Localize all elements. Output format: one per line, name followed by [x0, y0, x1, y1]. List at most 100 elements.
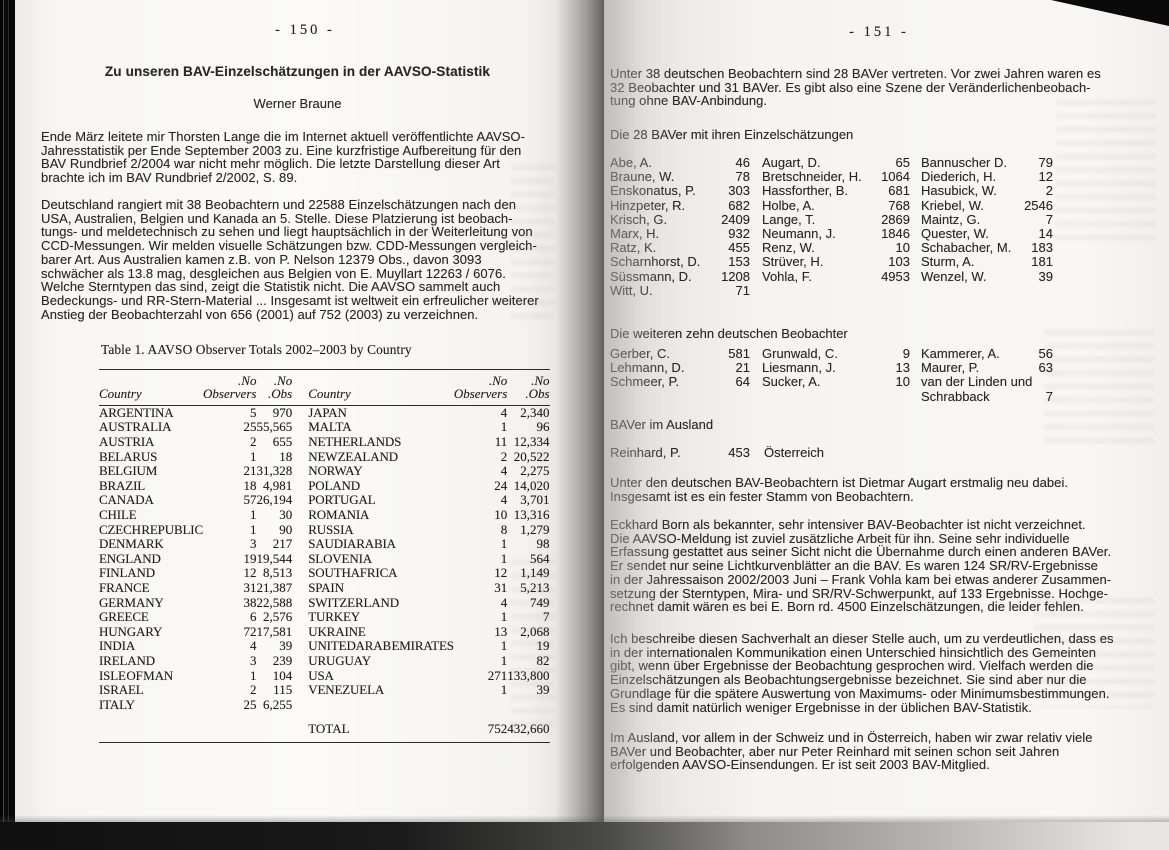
observer-row: Marx, H. 932	[610, 225, 750, 241]
table-row: CANADA 57 26,194 PORTUGAL 4 3,701	[99, 494, 550, 509]
observer-row: Ratz, K. 455	[610, 240, 750, 256]
observer-name: Sucker, A.	[762, 374, 821, 390]
country-cell: FRANCE	[99, 579, 150, 595]
observers-cell	[454, 698, 507, 713]
total-label: TOTAL	[292, 712, 454, 744]
table-header-row: Country No. Observers No. Obs. Country N…	[99, 369, 550, 406]
observer-count: 2869	[881, 211, 910, 227]
obs-cell: 18	[279, 448, 293, 464]
table-caption: Table 1. AAVSO Observer Totals 2002–2003…	[101, 342, 412, 357]
observer-count: 455	[728, 240, 750, 256]
observer-count: 581	[728, 346, 750, 361]
obs-cell: 5,213	[520, 579, 550, 595]
country-cell: USA	[308, 667, 334, 683]
country-cell: CANADA	[99, 492, 154, 508]
table-row: DENMARK 3 217 SAUDI ARABIA 1 98	[99, 537, 550, 552]
country-cell: CHILE	[99, 507, 137, 522]
obs-cell: 217	[272, 536, 293, 552]
country-cell: ISLE OF MAN	[99, 667, 174, 683]
observer-name: Holbe, A.	[762, 197, 815, 213]
page-151: - 151 - Unter 38 deutschen Beobachtern s…	[604, 0, 1169, 838]
observers-cell: 25	[243, 419, 257, 435]
country-cell: VENEZUELA	[308, 682, 385, 698]
body-paragraph: Deutschland rangiert mit 38 Beobachtern …	[41, 197, 539, 322]
observer-name: Braune, W.	[610, 169, 675, 185]
obs-cell: 20,522	[513, 448, 550, 464]
observer-count: 303	[728, 183, 750, 199]
observers-cell: 72	[243, 623, 257, 639]
observer-count: 103	[888, 254, 910, 270]
obs-cell: 655	[272, 434, 293, 450]
observers-cell: 1	[500, 550, 508, 566]
observers-cell: 18	[243, 477, 257, 493]
table-row: BRAZIL 18 4,981 POLAND 24 14,020	[99, 479, 550, 494]
observer-count: 63	[1038, 360, 1053, 376]
observer-name: Schabacher, M.	[921, 240, 1012, 256]
country-cell: POLAND	[308, 477, 361, 493]
observer-name: Lange, T.	[762, 211, 816, 227]
observer-row: Maintz, G. 7	[921, 212, 1053, 227]
observers-cell: 4	[500, 404, 508, 420]
observer-row: Abe, A. 46	[610, 155, 750, 170]
observer-name: Neumann, J.	[762, 225, 836, 241]
bleed-through-artifact	[1044, 330, 1154, 445]
empty-cell	[99, 712, 204, 744]
observer-row: Quester, W. 14	[921, 226, 1053, 241]
obs-cell: 2,340	[520, 404, 550, 420]
observer-row: Scharnhorst, D. 153	[610, 255, 750, 269]
observers-cell: 12	[494, 565, 508, 581]
observer-name: Maurer, P.	[921, 360, 980, 376]
observers-cell: 13	[494, 623, 508, 639]
observer-row: Grunwald, C. 9	[762, 346, 910, 361]
obs-cell: 564	[530, 550, 550, 566]
observer-name: Augart, D.	[762, 155, 821, 170]
obs-cell: 2,068	[520, 623, 550, 639]
obs-cell: 13,316	[513, 507, 550, 522]
column-header-obs: No. Obs.	[256, 369, 293, 406]
country-cell	[292, 698, 454, 713]
observer-name: Strüver, H.	[762, 254, 824, 270]
country-cell: HUNGARY	[99, 623, 163, 639]
body-paragraph: Ich beschreibe diesen Sachverhalt an die…	[610, 631, 1114, 715]
country-cell: SLOVENIA	[308, 550, 372, 566]
country-cell: UNITED ARAB EMIRATES	[308, 638, 454, 654]
table-row: GERMANY 38 22,588 SWITZERLAND 4 749	[99, 596, 550, 611]
observers-cell: 2	[249, 434, 257, 450]
body-paragraph: Im Ausland, vor allem in der Schweiz und…	[610, 730, 1093, 773]
observer-row: Neumann, J. 1846	[762, 225, 910, 241]
obs-cell: 749	[530, 594, 550, 610]
observer-row: Strüver, H. 103	[762, 255, 910, 269]
observer-name: Marx, H.	[610, 225, 660, 241]
observer-count: 2546	[1024, 197, 1053, 213]
observers-cell: 1	[249, 521, 257, 537]
observer-row: Bretschneider, H. 1064	[762, 169, 910, 185]
observers-cell: 11	[494, 434, 508, 450]
obs-cell: 6,255	[262, 696, 293, 712]
observer-count: 7	[1045, 388, 1053, 404]
country-cell: SWITZERLAND	[308, 594, 399, 610]
observer-row: Renz, W. 10	[762, 240, 910, 256]
observer-row: Maurer, P. 63	[921, 360, 1053, 376]
observers-cell: 1	[249, 667, 257, 683]
observer-row: van der Linden und	[921, 375, 1053, 389]
obs-cell: 90	[279, 521, 293, 537]
observer-row: Hasubick, W. 2	[921, 184, 1053, 198]
table-row: AUSTRIA 2 655 NETHERLANDS 11 12,334	[99, 435, 550, 450]
obs-cell: 104	[272, 667, 293, 683]
observer-name: Schrabback	[921, 388, 990, 404]
observer-name: van der Linden und	[921, 374, 1033, 390]
total-row: TOTAL 752 432,660	[99, 712, 550, 744]
table-row: ITALY 25 6,255	[99, 698, 550, 713]
table-row: INDIA 4 39 UNITED ARAB EMIRATES 1 19	[99, 640, 550, 655]
observer-count: 64	[735, 374, 750, 390]
observer-count: 4953	[881, 268, 910, 284]
observers-cell: 10	[494, 507, 508, 522]
observer-name: Bretschneider, H.	[762, 169, 862, 185]
table-row: ISLE OF MAN 1 104 USA 271 133,800	[99, 669, 550, 684]
observers-cell: 4	[500, 594, 508, 610]
obs-cell	[507, 698, 549, 713]
column-header-country: Country	[99, 369, 204, 406]
observers-cell: 271	[487, 667, 508, 683]
observer-name: Hinzpeter, R.	[610, 197, 686, 213]
observer-name: Renz, W.	[762, 240, 815, 256]
